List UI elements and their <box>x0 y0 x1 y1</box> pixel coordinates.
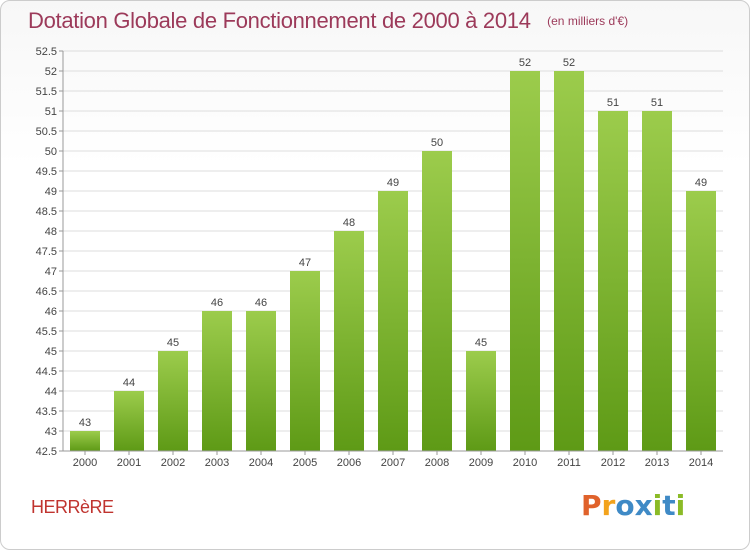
bar <box>378 191 408 451</box>
bar <box>246 311 276 451</box>
y-tick-label: 49.5 <box>36 166 57 178</box>
y-tick-label: 49 <box>45 186 57 198</box>
logo-letter: r <box>601 489 616 522</box>
data-label: 51 <box>607 97 619 109</box>
y-tick-label: 48 <box>45 226 57 238</box>
bar <box>554 71 584 451</box>
logo-letter: P <box>581 489 602 522</box>
x-tick-label: 2005 <box>293 457 317 469</box>
x-tick-label: 2010 <box>513 457 537 469</box>
data-label: 43 <box>79 417 91 429</box>
bar <box>466 351 496 451</box>
logo-letter: o <box>615 489 635 522</box>
logo-letter: x <box>634 489 653 522</box>
x-tick-label: 2001 <box>117 457 141 469</box>
x-tick-label: 2009 <box>469 457 493 469</box>
bar <box>598 111 628 451</box>
x-tick-label: 2013 <box>645 457 669 469</box>
bar <box>642 111 672 451</box>
bar <box>158 351 188 451</box>
y-tick-label: 44 <box>45 386 57 398</box>
data-label: 45 <box>475 337 487 349</box>
bar <box>510 71 540 451</box>
y-tick-label: 51.5 <box>36 86 57 98</box>
data-label: 47 <box>299 257 311 269</box>
data-label: 46 <box>211 297 223 309</box>
x-tick-label: 2004 <box>249 457 273 469</box>
y-tick-label: 47.5 <box>36 246 57 258</box>
x-tick-label: 2006 <box>337 457 361 469</box>
axes: 42.5 43 43.5 44 44.5 45 45.5 46 46.5 47 47.5 48 48.5… <box>36 46 723 469</box>
y-tick-label: 51 <box>45 106 57 118</box>
chart-title-block: Dotation Globale de Fonctionnement de 20… <box>28 8 628 34</box>
logo-letter: t <box>662 489 676 522</box>
y-tick-label: 44.5 <box>36 366 57 378</box>
y-tick-label: 46 <box>45 306 57 318</box>
data-label: 45 <box>167 337 179 349</box>
data-label: 48 <box>343 217 355 229</box>
data-label: 52 <box>519 57 531 69</box>
chart-title: Dotation Globale de Fonctionnement de 20… <box>28 8 531 33</box>
bar <box>334 231 364 451</box>
unit-note: (en milliers d'€) <box>547 14 629 28</box>
y-tick-label: 46.5 <box>36 286 57 298</box>
y-tick-label: 45.5 <box>36 326 57 338</box>
y-tick-label: 48.5 <box>36 206 57 218</box>
data-label: 49 <box>695 177 707 189</box>
bar <box>290 271 320 451</box>
y-tick-label: 50 <box>45 146 57 158</box>
y-tick-label: 47 <box>45 266 57 278</box>
commune-name: HERRèRE <box>31 497 114 517</box>
data-label: 46 <box>255 297 267 309</box>
bar <box>114 391 144 451</box>
y-tick-label: 45 <box>45 346 57 358</box>
bar <box>422 151 452 451</box>
y-tick-label: 43.5 <box>36 406 57 418</box>
data-label: 50 <box>431 137 443 149</box>
logo-letter: i <box>675 489 686 522</box>
x-tick-label: 2000 <box>73 457 97 469</box>
data-label: 44 <box>123 377 135 389</box>
data-label: 49 <box>387 177 399 189</box>
y-tick-label: 43 <box>45 426 57 438</box>
x-tick-label: 2003 <box>205 457 229 469</box>
data-label: 51 <box>651 97 663 109</box>
bar <box>202 311 232 451</box>
bar <box>686 191 716 451</box>
y-tick-label: 52 <box>45 66 57 78</box>
bars: 43 44 45 46 46 47 48 49 50 45 52 52 51 51 49 <box>70 57 716 451</box>
y-tick-label: 50.5 <box>36 126 57 138</box>
y-tick-label: 52.5 <box>36 46 57 58</box>
x-tick-label: 2008 <box>425 457 449 469</box>
x-tick-label: 2012 <box>601 457 625 469</box>
x-tick-label: 2014 <box>689 457 713 469</box>
data-label: 52 <box>563 57 575 69</box>
x-tick-label: 2011 <box>557 457 581 469</box>
x-tick-label: 2002 <box>161 457 185 469</box>
y-tick-label: 42.5 <box>36 446 57 458</box>
x-tick-label: 2007 <box>381 457 405 469</box>
proxiti-logo[interactable]: Proxiti <box>581 489 685 522</box>
logo-letter: i <box>652 489 663 522</box>
bar <box>70 431 100 451</box>
